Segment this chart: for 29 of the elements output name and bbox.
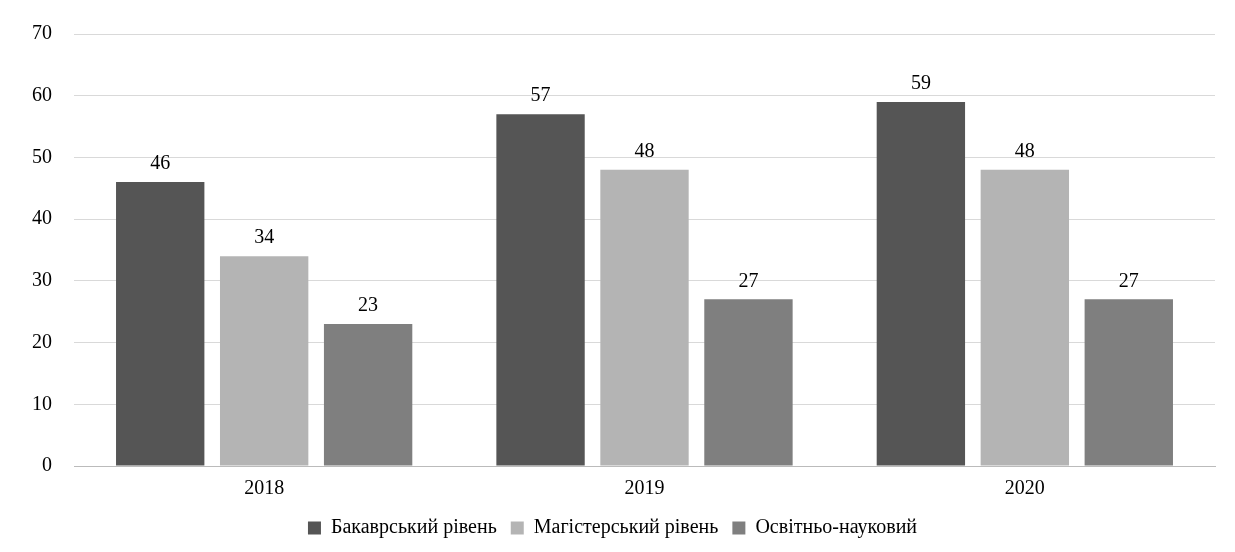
y-tick-label: 30 xyxy=(32,268,52,291)
y-tick-label: 40 xyxy=(32,206,52,229)
bar xyxy=(496,114,585,466)
bar xyxy=(116,182,205,466)
bar xyxy=(876,101,966,466)
y-tick-label: 10 xyxy=(32,391,52,414)
data-label: 57 xyxy=(530,83,551,106)
data-label: 23 xyxy=(358,293,379,316)
data-label: 46 xyxy=(150,151,171,174)
y-tick-label: 0 xyxy=(42,453,52,476)
x-tick-label: 2020 xyxy=(1004,476,1045,499)
data-label: 48 xyxy=(1014,139,1035,162)
data-label: 34 xyxy=(254,225,275,248)
data-label: 48 xyxy=(634,139,655,162)
legend-label: Магістерський рівень xyxy=(533,515,719,539)
legend-label: Бакаврський рівень xyxy=(330,515,497,539)
data-label: 59 xyxy=(910,71,931,94)
y-tick-label: 60 xyxy=(32,82,52,105)
data-label: 27 xyxy=(738,268,759,291)
bar xyxy=(704,299,793,466)
x-tick-label: 2019 xyxy=(624,476,665,499)
legend-label: Освітньо-науковий xyxy=(755,515,918,539)
bar xyxy=(323,324,413,466)
x-tick-label: 2018 xyxy=(244,476,285,499)
bar xyxy=(1084,299,1173,466)
data-label: 27 xyxy=(1118,268,1139,291)
y-tick-label: 70 xyxy=(32,21,52,44)
y-tick-label: 50 xyxy=(32,144,52,167)
y-tick-label: 20 xyxy=(32,329,52,352)
